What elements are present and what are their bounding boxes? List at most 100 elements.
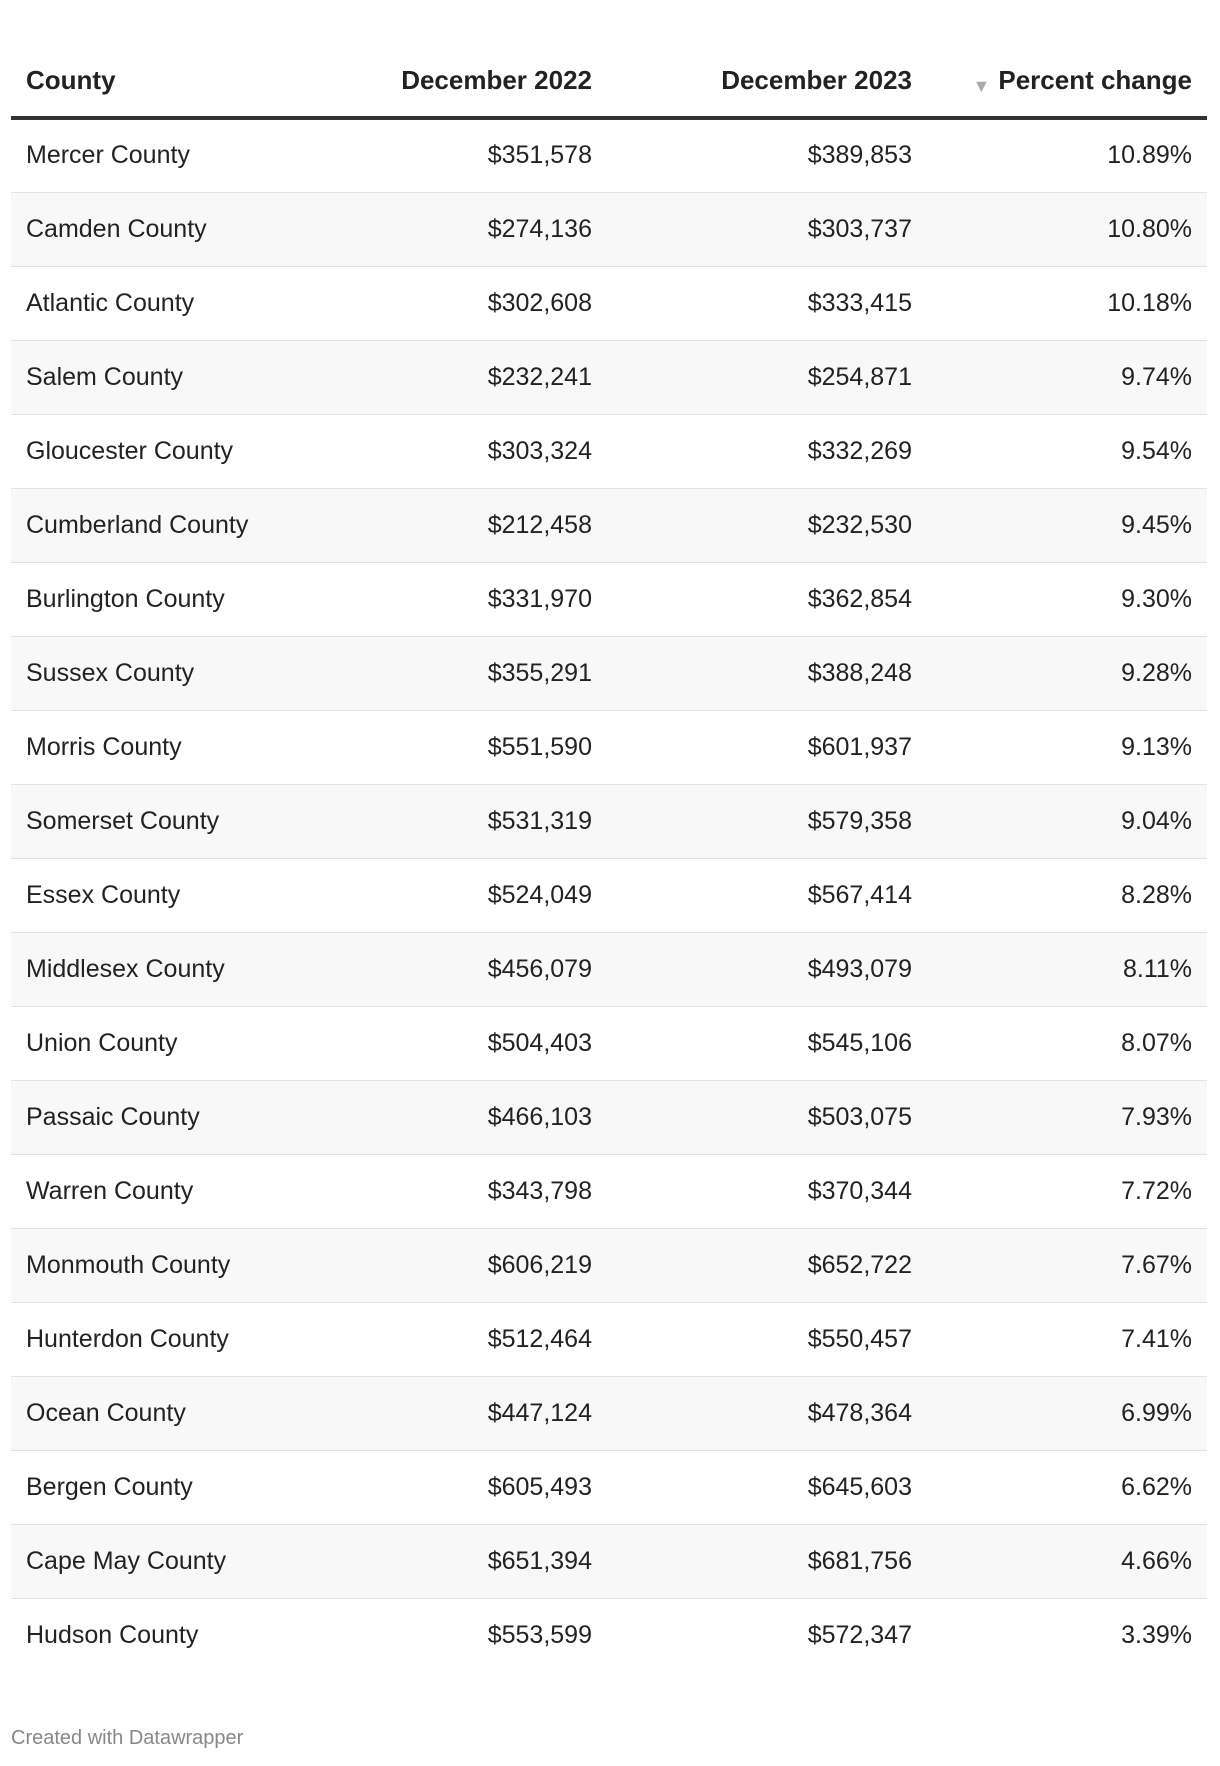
cell-percent-change: 10.18%: [927, 266, 1207, 341]
cell-december-2022: $512,464: [311, 1302, 607, 1377]
cell-december-2023: $652,722: [607, 1228, 927, 1303]
cell-december-2023: $232,530: [607, 488, 927, 563]
table-row: Hudson County $553,599 $572,347 3.39%: [11, 1598, 1207, 1672]
cell-december-2023: $550,457: [607, 1302, 927, 1377]
cell-county: Mercer County: [11, 118, 311, 193]
cell-percent-change: 6.99%: [927, 1376, 1207, 1451]
cell-december-2023: $478,364: [607, 1376, 927, 1451]
cell-december-2022: $456,079: [311, 932, 607, 1007]
cell-december-2023: $389,853: [607, 118, 927, 193]
table-row: Burlington County $331,970 $362,854 9.30%: [11, 562, 1207, 637]
cell-december-2022: $274,136: [311, 192, 607, 267]
cell-december-2022: $212,458: [311, 488, 607, 563]
table-row: Bergen County $605,493 $645,603 6.62%: [11, 1450, 1207, 1525]
cell-percent-change: 9.04%: [927, 784, 1207, 859]
cell-december-2023: $545,106: [607, 1006, 927, 1081]
cell-county: Morris County: [11, 710, 311, 785]
cell-county: Passaic County: [11, 1080, 311, 1155]
header-row: County December 2022 December 2023 ▼ Perc…: [11, 0, 1207, 120]
table-row: Ocean County $447,124 $478,364 6.99%: [11, 1376, 1207, 1451]
cell-percent-change: 8.28%: [927, 858, 1207, 933]
cell-county: Hunterdon County: [11, 1302, 311, 1377]
cell-county: Monmouth County: [11, 1228, 311, 1303]
datawrapper-credit[interactable]: Created with Datawrapper: [11, 1727, 244, 1749]
table-row: Gloucester County $303,324 $332,269 9.54%: [11, 414, 1207, 489]
cell-percent-change: 9.74%: [927, 340, 1207, 415]
cell-county: Middlesex County: [11, 932, 311, 1007]
table-row: Passaic County $466,103 $503,075 7.93%: [11, 1080, 1207, 1155]
table-row: Salem County $232,241 $254,871 9.74%: [11, 340, 1207, 415]
table-row: Mercer County $351,578 $389,853 10.89%: [11, 118, 1207, 193]
cell-december-2023: $572,347: [807, 1620, 912, 1649]
cell-percent-change: 3.39%: [1121, 1620, 1192, 1649]
cell-december-2023: $601,937: [607, 710, 927, 785]
cell-december-2022: $302,608: [311, 266, 607, 341]
cell-county: Warren County: [11, 1154, 311, 1229]
cell-december-2022: $447,124: [311, 1376, 607, 1451]
cell-december-2022: $651,394: [311, 1524, 607, 1599]
cell-december-2022: $551,590: [311, 710, 607, 785]
cell-county: Somerset County: [11, 784, 311, 859]
cell-december-2022: $343,798: [311, 1154, 607, 1229]
cell-december-2023: $681,756: [607, 1524, 927, 1599]
cell-december-2023: $645,603: [607, 1450, 927, 1525]
cell-county: Union County: [11, 1006, 311, 1081]
cell-december-2022: $331,970: [311, 562, 607, 637]
data-table-container: County December 2022 December 2023 ▼ Perc…: [11, 0, 1207, 1672]
cell-county: Gloucester County: [11, 414, 311, 489]
cell-percent-change: 7.41%: [927, 1302, 1207, 1377]
cell-december-2023: $567,414: [607, 858, 927, 933]
cell-percent-change: 7.72%: [927, 1154, 1207, 1229]
cell-percent-change: 9.30%: [927, 562, 1207, 637]
cell-county: Bergen County: [11, 1450, 311, 1525]
cell-percent-change: 9.13%: [927, 710, 1207, 785]
cell-december-2022: $466,103: [311, 1080, 607, 1155]
cell-december-2022: $606,219: [311, 1228, 607, 1303]
cell-december-2023: $303,737: [607, 192, 927, 267]
table-row: Morris County $551,590 $601,937 9.13%: [11, 710, 1207, 785]
cell-december-2023: $370,344: [607, 1154, 927, 1229]
cell-december-2023: $503,075: [607, 1080, 927, 1155]
cell-december-2022: $605,493: [311, 1450, 607, 1525]
header-december-2023[interactable]: December 2023: [607, 0, 927, 120]
cell-december-2022: $524,049: [311, 858, 607, 933]
table-row: Monmouth County $606,219 $652,722 7.67%: [11, 1228, 1207, 1303]
triangle-down-icon: ▼: [972, 76, 991, 96]
cell-county: Ocean County: [11, 1376, 311, 1451]
table-row: Hunterdon County $512,464 $550,457 7.41%: [11, 1302, 1207, 1377]
cell-county: Hudson County: [26, 1620, 199, 1649]
header-percent-change[interactable]: ▼ Percent change: [927, 0, 1207, 120]
table-row: Union County $504,403 $545,106 8.07%: [11, 1006, 1207, 1081]
cell-percent-change: 9.28%: [927, 636, 1207, 711]
table-row: Warren County $343,798 $370,344 7.72%: [11, 1154, 1207, 1229]
cell-december-2022: $351,578: [311, 118, 607, 193]
cell-percent-change: 8.11%: [927, 932, 1207, 1007]
cell-county: Camden County: [11, 192, 311, 267]
cell-december-2022: $553,599: [487, 1620, 592, 1649]
table-row: Atlantic County $302,608 $333,415 10.18%: [11, 266, 1207, 341]
cell-percent-change: 4.66%: [927, 1524, 1207, 1599]
cell-county: Sussex County: [11, 636, 311, 711]
cell-percent-change: 9.45%: [927, 488, 1207, 563]
header-december-2022[interactable]: December 2022: [311, 0, 607, 120]
cell-december-2023: $493,079: [607, 932, 927, 1007]
cell-december-2022: $303,324: [311, 414, 607, 489]
table-row: Cape May County $651,394 $681,756 4.66%: [11, 1524, 1207, 1599]
cell-county: Essex County: [11, 858, 311, 933]
cell-december-2022: $355,291: [311, 636, 607, 711]
table-row: Cumberland County $212,458 $232,530 9.45%: [11, 488, 1207, 563]
header-county[interactable]: County: [11, 0, 311, 120]
cell-december-2023: $388,248: [607, 636, 927, 711]
header-percent-change-label: Percent change: [998, 65, 1192, 95]
cell-county: Cumberland County: [11, 488, 311, 563]
cell-percent-change: 7.67%: [927, 1228, 1207, 1303]
cell-december-2023: $362,854: [607, 562, 927, 637]
table-row: Essex County $524,049 $567,414 8.28%: [11, 858, 1207, 933]
cell-december-2023: $332,269: [607, 414, 927, 489]
cell-december-2022: $232,241: [311, 340, 607, 415]
table-row: Somerset County $531,319 $579,358 9.04%: [11, 784, 1207, 859]
cell-county: Cape May County: [11, 1524, 311, 1599]
cell-county: Burlington County: [11, 562, 311, 637]
cell-percent-change: 6.62%: [927, 1450, 1207, 1525]
cell-december-2022: $504,403: [311, 1006, 607, 1081]
